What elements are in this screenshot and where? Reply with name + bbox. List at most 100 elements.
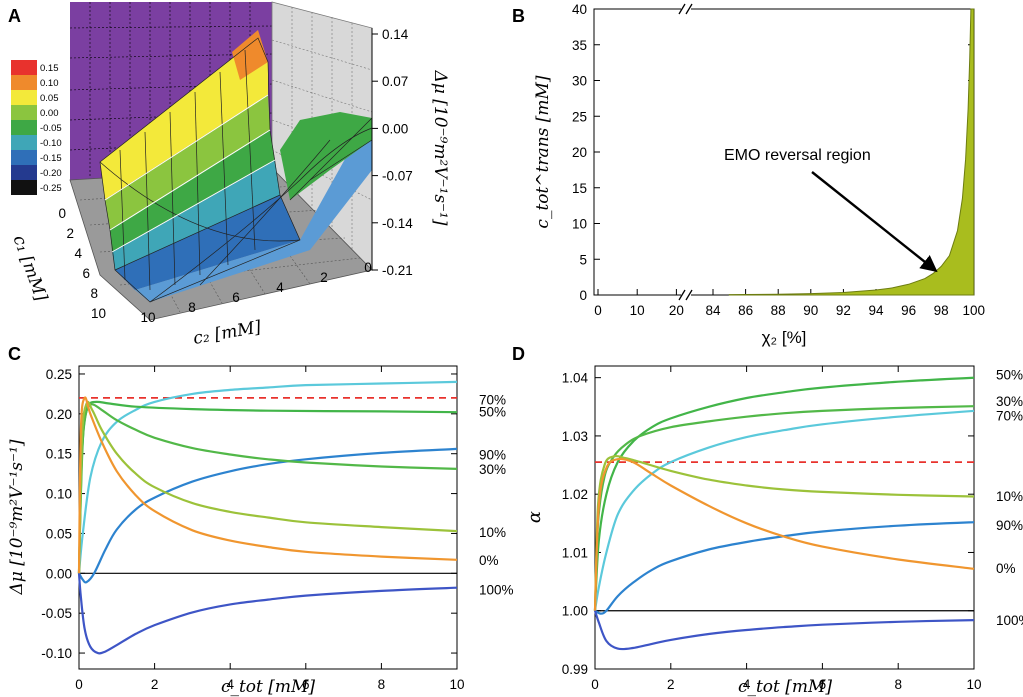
colorbar-swatch — [11, 120, 37, 135]
series-label-70pct: 70% — [479, 392, 506, 407]
series-line-30pct — [593, 405, 975, 611]
c1-tick-label: 0 — [58, 206, 66, 221]
series-label-90pct: 90% — [996, 518, 1023, 533]
c2-axis-label: c₂ [mM] — [192, 317, 263, 349]
x-axis-label-c: c_tot [mM] — [221, 677, 315, 697]
colorbar-swatch — [11, 165, 37, 180]
z-tick-label: 0.14 — [382, 27, 409, 42]
panel-b: B 0 5 10 15 20 25 30 35 40 0 10 20 84 86 88 90 92 94 96 98 1… — [512, 2, 985, 347]
z-tick-label: 0.07 — [382, 74, 408, 89]
y-tick-label-b: 35 — [572, 38, 587, 53]
series-line-90pct — [78, 447, 458, 584]
y-tick-label: -0.05 — [41, 606, 72, 621]
y-tick-label: 1.03 — [562, 429, 588, 444]
series-line-90pct — [594, 521, 975, 615]
c2-tick-label: 6 — [232, 290, 240, 305]
z-axis-label: Δμ [10⁻⁹m²V⁻¹s⁻¹] — [430, 70, 450, 226]
c2-tick-label: 0 — [364, 260, 372, 275]
c1-tick-label: 4 — [74, 246, 82, 261]
series-label-30pct: 30% — [479, 462, 506, 477]
y-axis-label-c: Δμ [10⁻⁹m²V⁻¹s⁻¹] — [7, 439, 27, 595]
colorbar-label: 0.15 — [40, 63, 59, 74]
colorbar-swatch — [11, 90, 37, 105]
x-tick-label: 4 — [743, 677, 751, 692]
x-axis-label-b: χ₂ [%] — [762, 328, 807, 347]
colorbar-label: -0.05 — [40, 123, 62, 134]
x-tick-label: 6 — [302, 677, 310, 692]
x-tick-label-b: 20 — [669, 303, 684, 318]
y-tick-label: -0.10 — [41, 646, 72, 661]
x-tick-label: 6 — [819, 677, 827, 692]
x-axis-label-d: c_tot [mM] — [738, 677, 832, 697]
c1-tick-label: 8 — [90, 286, 98, 301]
area-series — [728, 8, 975, 296]
c2-tick-label: 10 — [140, 310, 155, 325]
axes-b: 0 5 10 15 20 25 30 35 40 0 10 20 84 86 88 90 92 94 96 98 100 — [572, 2, 985, 318]
colorbar-swatch — [11, 135, 37, 150]
panel-a: A — [8, 1, 450, 349]
series-label-90pct: 90% — [479, 448, 506, 463]
y-tick-label: 0.99 — [562, 662, 588, 677]
y-tick-label-b: 5 — [579, 252, 587, 267]
series-line-10pct — [593, 454, 975, 611]
x-tick-label: 8 — [378, 677, 386, 692]
x-tick-label-b: 98 — [934, 303, 949, 318]
axis-break-bottom — [678, 289, 693, 301]
surface — [99, 30, 373, 303]
y-tick-label: 0.05 — [46, 526, 72, 541]
c2-axis-ticks: 10 8 6 4 2 0 — [140, 260, 371, 325]
panel-d: D 0.99 1.00 1.01 1.02 1.03 1.04 0 2 4 6 8 10 50% 30%… — [512, 344, 1023, 697]
series-line-50pct — [593, 376, 975, 611]
colorbar-label: -0.10 — [40, 138, 62, 149]
surface-band-green — [110, 130, 275, 252]
colorbar-swatch — [11, 180, 37, 195]
y-tick-label: 1.01 — [562, 545, 588, 560]
plot-frame-d — [594, 365, 975, 670]
panel-letter-d: D — [512, 344, 525, 364]
series-line-100pct — [77, 573, 458, 655]
x-tick-label-b: 96 — [901, 303, 916, 318]
x-tick-label-b: 100 — [963, 303, 986, 318]
colorbar-label: -0.20 — [40, 168, 62, 179]
colorbar: 0.15 0.10 0.05 0.00 -0.05 -0.10 -0.15 -0.20 -0.2… — [11, 60, 62, 195]
axes-d: 0.99 1.00 1.01 1.02 1.03 1.04 0 2 4 6 8 10 — [562, 366, 982, 692]
surface-contours — [104, 94, 276, 253]
series-line-70pct — [77, 380, 458, 574]
y-tick-label: 0.25 — [46, 367, 72, 382]
x-tick-label: 8 — [894, 677, 902, 692]
colorbar-swatch — [11, 105, 37, 120]
surface-band-orange — [232, 30, 268, 80]
x-tick-label-b: 90 — [803, 303, 818, 318]
y-tick-label-b: 10 — [572, 217, 587, 232]
series-line-30pct — [77, 402, 458, 574]
series-line-100pct — [593, 610, 975, 651]
y-tick-label-b: 0 — [579, 288, 587, 303]
z-tick-label: 0.00 — [382, 121, 408, 136]
c2-tick-label: 2 — [320, 270, 328, 285]
c1-tick-label: 2 — [66, 226, 74, 241]
colorbar-swatch — [11, 150, 37, 165]
y-tick-label: 0.20 — [46, 407, 72, 422]
c1-tick-label: 6 — [82, 266, 90, 281]
y-tick-label: 1.00 — [562, 604, 588, 619]
y-tick-label-b: 15 — [572, 181, 587, 196]
series-line-0pct — [593, 457, 975, 611]
z-axis-ticks: 0.14 0.07 0.00 -0.07 -0.14 -0.21 — [372, 27, 413, 278]
series-line-0pct — [77, 396, 458, 574]
series-labels-c: 70%50% 90%30% 10% 0% 100% — [479, 392, 514, 597]
series-labels-d: 50% 30%70% 10% 90% 0% 100% — [996, 368, 1023, 628]
x-tick-label: 10 — [966, 677, 981, 692]
y-tick-label-b: 30 — [572, 74, 587, 89]
x-tick-label: 0 — [591, 677, 599, 692]
surface-band-cyan — [112, 160, 280, 270]
x-tick-label: 0 — [75, 677, 83, 692]
c2-tick-label: 4 — [276, 280, 284, 295]
series-label-0pct: 0% — [996, 561, 1016, 576]
colorbar-swatch — [11, 75, 37, 90]
y-tick-label-b: 25 — [572, 109, 587, 124]
x-tick-label: 10 — [449, 677, 464, 692]
series-label-10pct: 10% — [996, 489, 1023, 504]
panel-c: C -0.10 -0.05 0.00 0.05 0.10 0.15 0.20 0.25 0 2 4 6… — [7, 344, 514, 697]
series-label-100pct: 100% — [996, 613, 1023, 628]
